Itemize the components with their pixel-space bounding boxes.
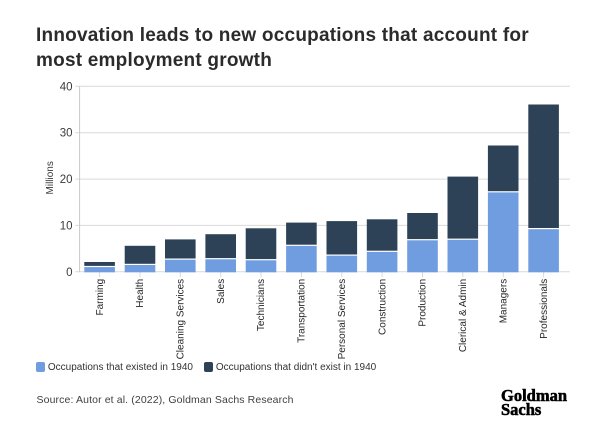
svg-text:30: 30 bbox=[60, 128, 73, 140]
svg-text:Farming: Farming bbox=[95, 279, 106, 316]
svg-text:Production: Production bbox=[418, 279, 429, 327]
svg-text:Professionals: Professionals bbox=[539, 279, 550, 339]
svg-text:10: 10 bbox=[60, 220, 73, 232]
svg-text:Millions: Millions bbox=[45, 161, 56, 194]
svg-text:Cleaning Services: Cleaning Services bbox=[176, 279, 187, 360]
svg-text:Technicians: Technicians bbox=[256, 279, 267, 331]
svg-text:Sales: Sales bbox=[216, 279, 227, 304]
svg-text:Personal Services: Personal Services bbox=[337, 279, 348, 360]
svg-text:Clerical & Admin: Clerical & Admin bbox=[458, 279, 469, 352]
svg-text:Health: Health bbox=[135, 279, 146, 308]
svg-text:Transportation: Transportation bbox=[297, 279, 308, 343]
svg-text:0: 0 bbox=[66, 267, 72, 279]
svg-text:Construction: Construction bbox=[377, 279, 388, 335]
svg-text:40: 40 bbox=[60, 81, 73, 93]
svg-text:20: 20 bbox=[60, 174, 73, 186]
svg-text:Managers: Managers bbox=[498, 279, 509, 323]
